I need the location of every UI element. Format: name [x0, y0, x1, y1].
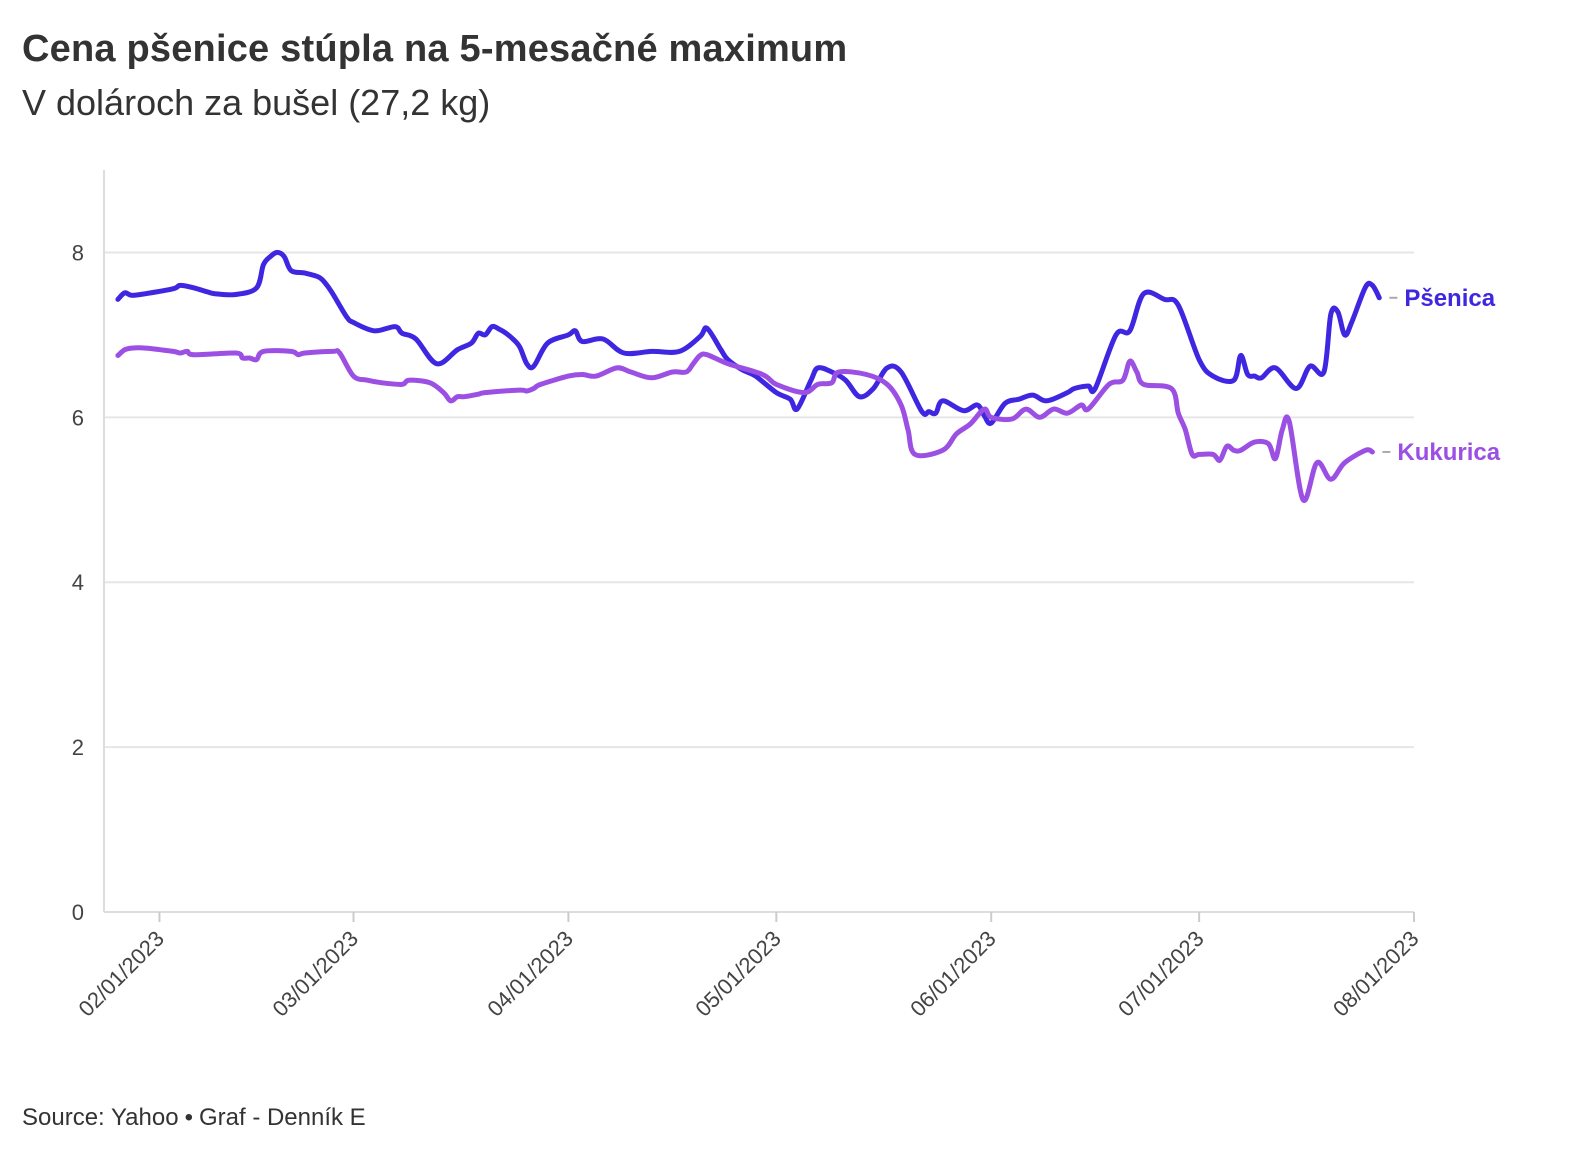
series-label-kukurica: Kukurica: [1397, 439, 1500, 466]
grid-lines: [104, 251, 1414, 913]
y-tick-label: 6: [72, 405, 84, 430]
y-tick-label: 8: [72, 240, 84, 265]
x-tick-label: 05/01/2023: [690, 926, 786, 1022]
source-separator: •: [184, 1104, 193, 1131]
source-credit: Graf - Denník E: [198, 1104, 366, 1131]
y-tick-label: 4: [72, 570, 84, 595]
x-tick-label: 03/01/2023: [268, 926, 364, 1022]
series-lines: [115, 249, 1382, 503]
series-label-psenica: Pšenica: [1404, 285, 1495, 312]
x-tick-label: 02/01/2023: [73, 926, 169, 1022]
x-tick-label: 07/01/2023: [1113, 926, 1209, 1022]
series-line-psenica: [115, 249, 1382, 426]
x-tick-label: 08/01/2023: [1328, 926, 1424, 1022]
chart-subtitle: V dolároch za bušel (27,2 kg): [22, 82, 491, 123]
source-note: Source: Yahoo • Graf - Denník E: [22, 1104, 366, 1132]
x-tick-label: 04/01/2023: [482, 926, 578, 1022]
y-tick-label: 0: [72, 900, 84, 925]
chart-title: Cena pšenice stúpla na 5-mesačné maximum: [22, 28, 848, 70]
line-chart: 0 2 4 6 8 02/01/2023 03/01/2023 04/01/2023 05/01…: [72, 170, 1501, 1021]
axes: 0 2 4 6 8 02/01/2023 03/01/2023 04/01/2023 05/01…: [72, 170, 1424, 1021]
y-tick-label: 2: [72, 735, 84, 760]
series-labels: Pšenica Kukurica: [1382, 285, 1501, 466]
series-line-kukurica: [115, 345, 1375, 503]
source-text: Source: Yahoo: [22, 1104, 179, 1131]
x-tick-label: 06/01/2023: [905, 926, 1001, 1022]
